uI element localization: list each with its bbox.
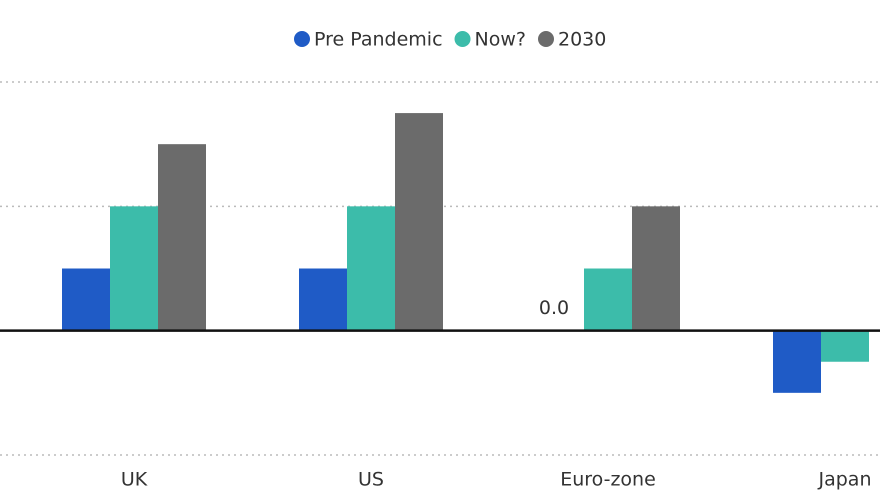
x-tick-label: UK: [121, 469, 148, 491]
legend-label: 2030: [558, 29, 606, 51]
x-tick-label: US: [358, 469, 384, 491]
bar: [584, 268, 632, 331]
data-label: 0.0: [539, 297, 569, 319]
bar: [395, 113, 443, 331]
legend-marker: [294, 31, 310, 47]
x-tick-label: Euro-zone: [560, 469, 656, 491]
bar: [347, 206, 395, 331]
x-tick-label: Japan: [818, 469, 872, 491]
bar: [158, 144, 206, 331]
bar: [821, 330, 869, 362]
legend-marker: [538, 31, 554, 47]
bar: [110, 206, 158, 331]
bar: [632, 206, 680, 331]
legend-marker: [454, 31, 471, 47]
bar: [773, 330, 821, 393]
bar: [299, 268, 347, 331]
legend-label: Pre Pandemic: [314, 29, 443, 51]
legend-label: Now?: [475, 29, 526, 51]
bar: [62, 268, 110, 331]
